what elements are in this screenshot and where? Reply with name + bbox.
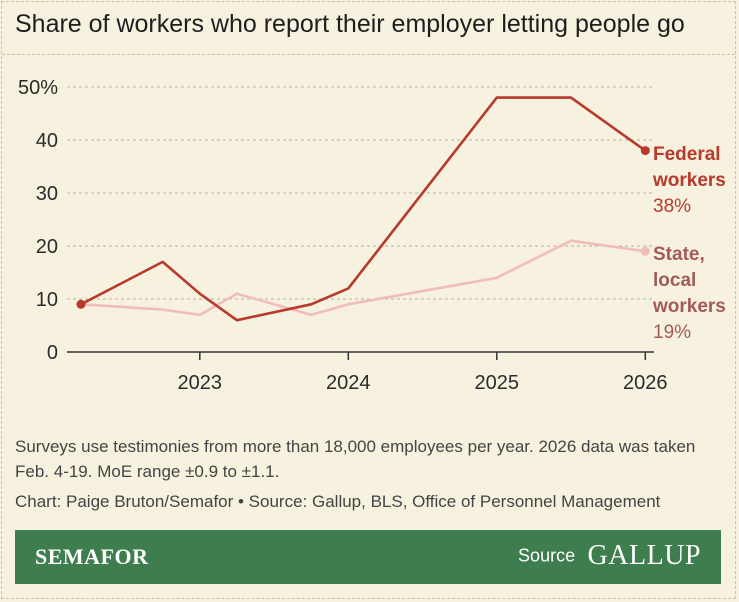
chart-title: Share of workers who report their employ… (15, 10, 685, 38)
series-line-0 (80, 96, 647, 322)
series-line-1 (80, 239, 646, 317)
series-0-name-line-1: workers (652, 170, 726, 191)
chart-credit: Chart: Paige Bruton/Semafor • Source: Ga… (15, 492, 661, 511)
title-divider (2, 54, 735, 55)
series-1-name-line-1: local (653, 270, 696, 291)
source-label: Source (518, 545, 576, 566)
x-axis: 2023 2024 2025 2026 (67, 351, 668, 394)
y-axis: 0 10 20 30 40 50% (18, 77, 58, 364)
x-tick-label-2023: 2023 (178, 372, 223, 394)
series-lines (76, 96, 650, 322)
x-tick-label-2024: 2024 (326, 372, 371, 394)
series-1-end-point (640, 246, 650, 256)
series-1-name-line-2: workers (652, 296, 726, 317)
y-tick-label-30: 30 (36, 183, 58, 205)
grid-lines (67, 86, 654, 300)
y-tick-label-10: 10 (36, 289, 58, 311)
series-1-name-line-0: State, (653, 244, 705, 265)
y-tick-label-50: 50% (18, 77, 58, 99)
source-attribution: Source GALLUP (518, 540, 701, 572)
footer-bar: SEMAFOR Source GALLUP (15, 530, 721, 584)
x-tick-label-2026: 2026 (623, 372, 668, 394)
series-0-name-line-0: Federal (653, 144, 721, 165)
semafor-logo: SEMAFOR (35, 544, 149, 569)
y-tick-label-0: 0 (47, 342, 58, 364)
series-0-end-value: 38% (653, 196, 691, 217)
chart-note: Surveys use testimonies from more than 1… (15, 437, 696, 481)
series-1-end-value: 19% (653, 322, 691, 343)
x-tick-label-2025: 2025 (475, 372, 520, 394)
series-0-start-point (76, 299, 86, 309)
series-labels: Federal workers 38% State, local workers 19% (652, 144, 726, 343)
y-tick-label-40: 40 (36, 130, 58, 152)
gallup-logo: GALLUP (587, 540, 701, 571)
y-tick-label-20: 20 (36, 236, 58, 258)
series-0-end-point (640, 146, 650, 156)
line-chart: 0 10 20 30 40 50% 2023 2024 2025 2026 Federal wor… (18, 77, 726, 394)
